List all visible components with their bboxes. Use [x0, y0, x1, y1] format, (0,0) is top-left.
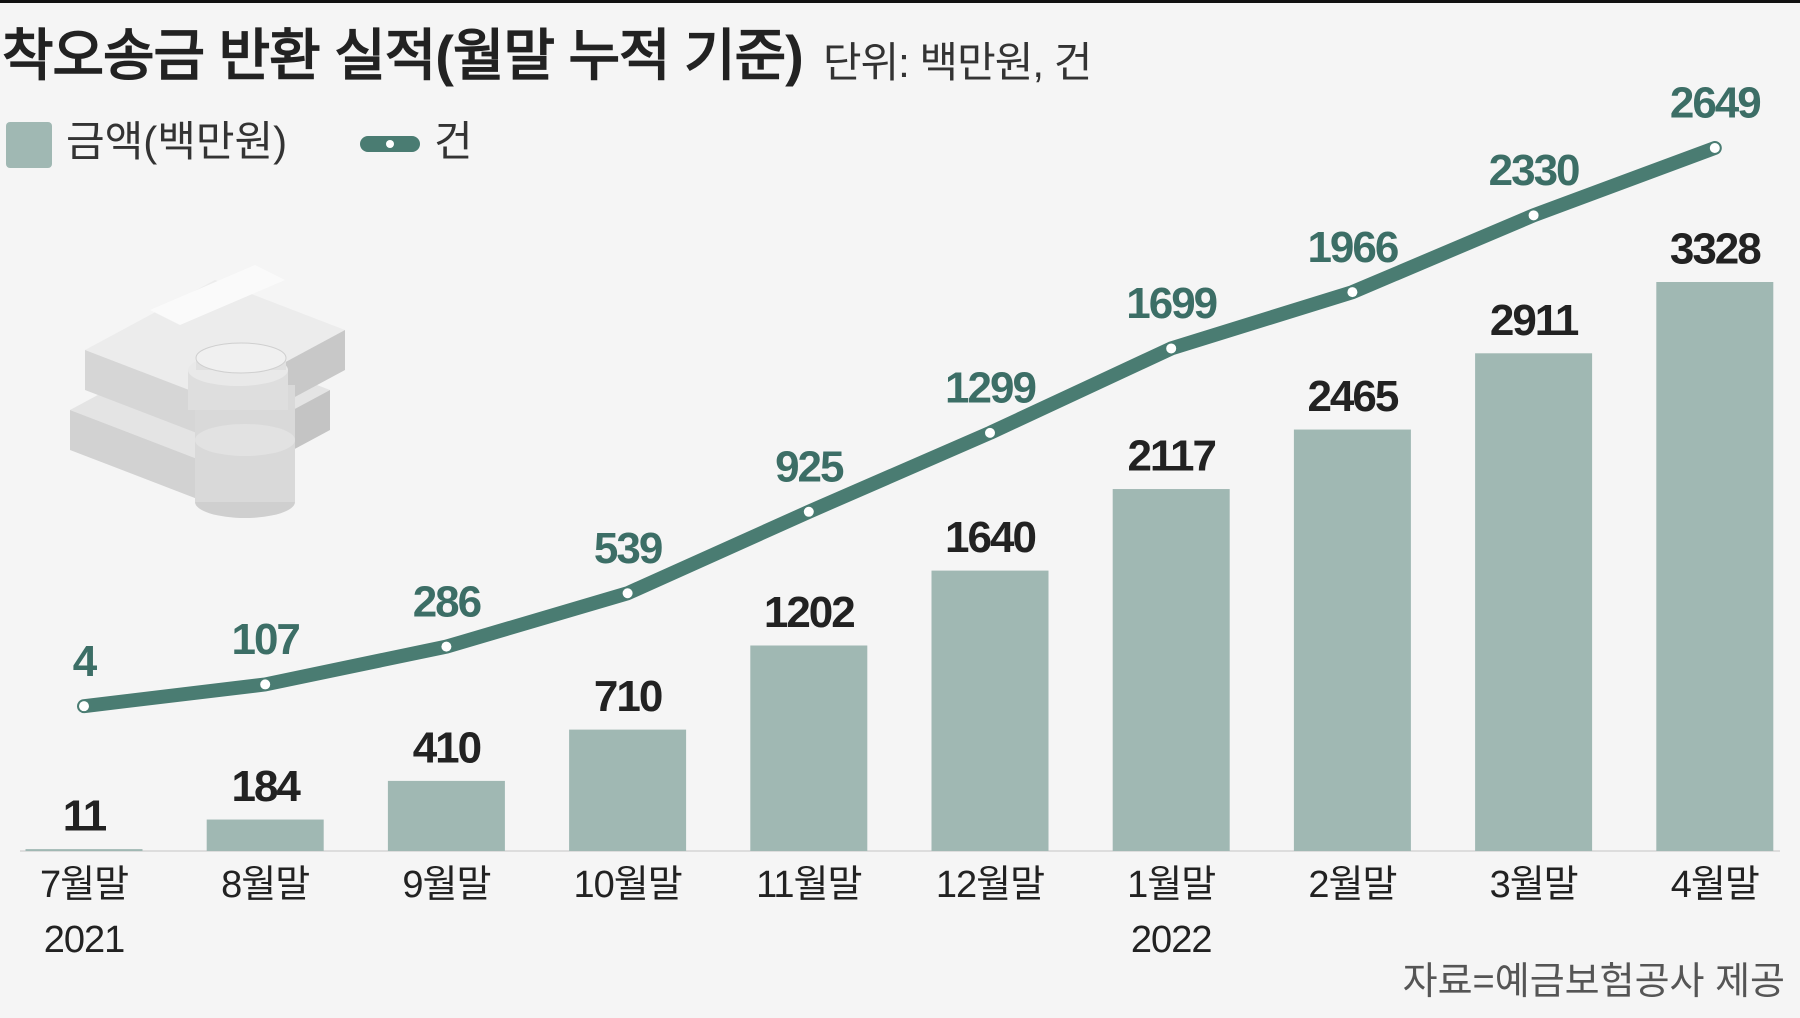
line-value-label: 2649	[1670, 79, 1760, 128]
line-value-label: 1966	[1307, 223, 1397, 272]
x-tick-label: 12월말	[936, 864, 1044, 906]
bar-value-label: 410	[413, 724, 481, 773]
bar-value-label: 3328	[1670, 225, 1761, 274]
bar	[931, 570, 1049, 851]
money-illustration	[70, 265, 345, 518]
bar-value-label: 1640	[945, 513, 1035, 562]
bar	[569, 729, 687, 851]
chart-subtitle: 단위: 백만원, 건	[823, 39, 1092, 86]
legend-dot	[386, 140, 394, 148]
bar-value-label: 11	[63, 792, 107, 841]
line-point	[260, 679, 271, 690]
line-value-label: 925	[775, 442, 844, 491]
bar	[1293, 429, 1411, 851]
bar-value-label: 2465	[1307, 372, 1398, 421]
line-value-label: 1699	[1126, 279, 1216, 328]
chart-title: 착오송금 반환 실적(월말 누적 기준)	[2, 24, 803, 87]
bar	[1112, 489, 1230, 851]
x-tick-label: 11월말	[756, 864, 861, 906]
year-label: 2021	[44, 919, 125, 961]
x-tick-label: 7월말	[40, 864, 128, 906]
bar	[206, 819, 324, 851]
bar-value-label: 184	[231, 762, 301, 811]
year-label: 2022	[1131, 919, 1212, 961]
line-point	[1528, 210, 1539, 221]
line-point	[441, 641, 452, 652]
line-point	[79, 701, 89, 712]
line-value-label: 4	[73, 637, 98, 686]
line-value-label: 539	[594, 524, 662, 573]
legend-label: 금액(백만원)	[66, 118, 287, 165]
line-point	[622, 588, 633, 599]
bar	[750, 645, 868, 851]
x-tick-label: 2월말	[1308, 864, 1396, 906]
x-tick-label: 9월말	[402, 864, 490, 906]
bar-value-label: 710	[594, 672, 662, 721]
line-point	[1166, 343, 1177, 354]
bar-value-label: 2911	[1490, 296, 1579, 345]
line-point	[803, 506, 814, 517]
line-point	[1347, 287, 1358, 298]
legend-swatch	[6, 122, 52, 168]
x-tick-label: 3월말	[1490, 864, 1578, 906]
line-value-label: 107	[231, 615, 299, 664]
line-value-label: 1299	[945, 364, 1035, 413]
x-tick-label: 10월말	[573, 864, 681, 906]
legend-label: 건	[434, 118, 473, 165]
bar	[1475, 353, 1593, 851]
bar	[387, 780, 505, 851]
x-tick-label: 8월말	[221, 864, 309, 906]
line-point	[985, 427, 995, 438]
line-value-label: 2330	[1489, 146, 1579, 195]
x-tick-label: 1월말	[1127, 864, 1215, 906]
bar-value-label: 1202	[764, 588, 854, 637]
bar	[25, 849, 143, 851]
line-value-label: 286	[413, 577, 481, 626]
line	[77, 141, 1722, 714]
line-point	[1709, 143, 1720, 153]
bar	[1656, 282, 1774, 851]
x-tick-label: 4월말	[1671, 864, 1759, 906]
source: 자료=예금보험공사 제공	[1403, 961, 1785, 1003]
bar-value-label: 2117	[1127, 432, 1215, 481]
